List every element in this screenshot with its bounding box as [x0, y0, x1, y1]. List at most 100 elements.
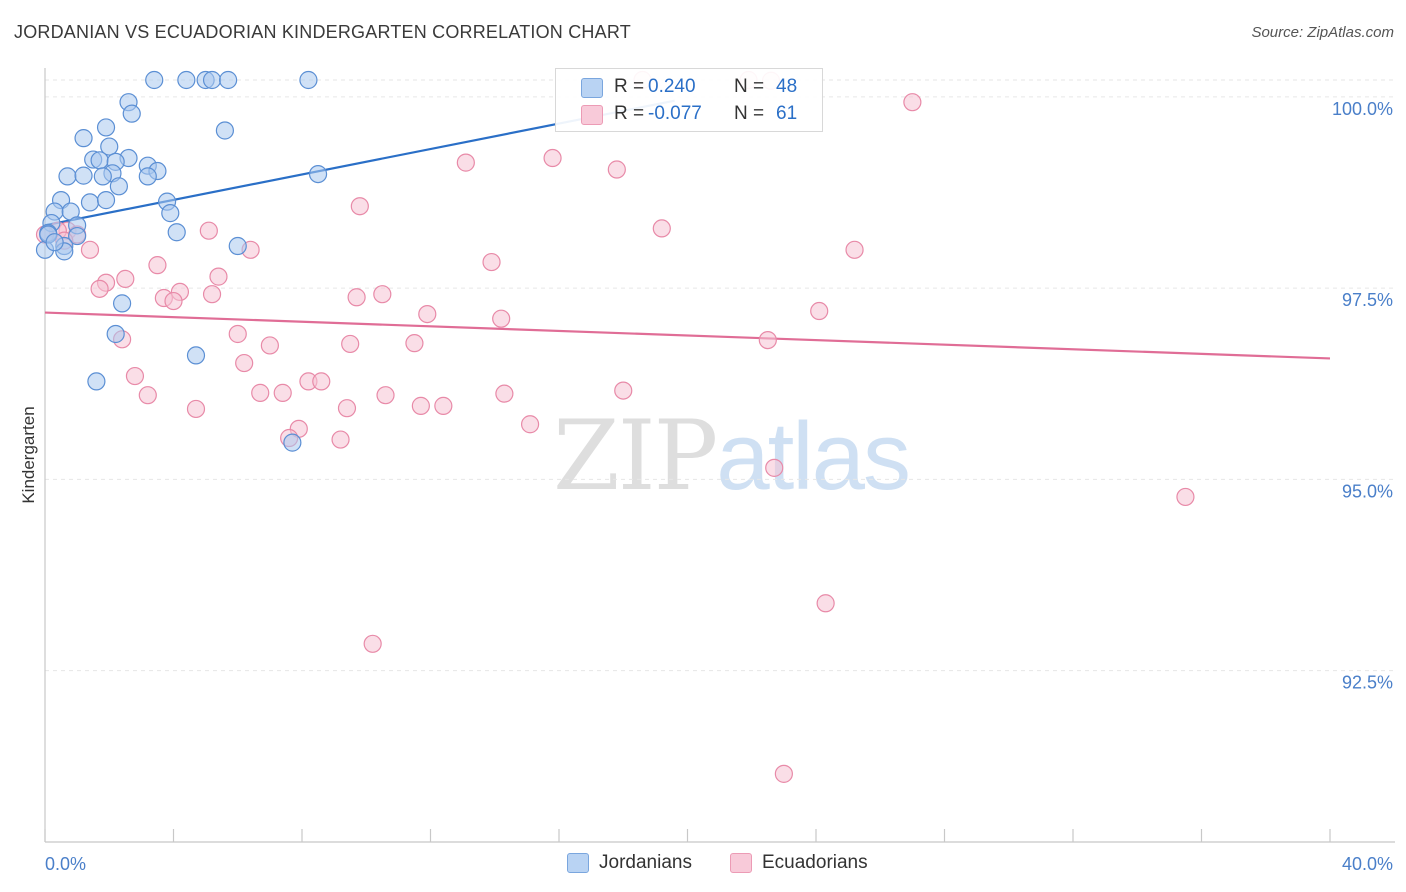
- ecuadorian-point: [810, 301, 829, 321]
- legend-r-label: R =: [614, 103, 645, 124]
- jordanian-point: [90, 151, 109, 170]
- jordanian-point: [145, 70, 164, 90]
- jordanian-point: [138, 167, 157, 186]
- jordanian-point: [100, 137, 119, 156]
- ecuadorian-point: [363, 634, 382, 653]
- ecuadorian-point: [1176, 487, 1195, 507]
- legend-r-label: R =: [614, 76, 645, 97]
- y-tick-label: 95.0%: [1342, 481, 1393, 501]
- ecuadorian-point: [148, 256, 167, 275]
- ecuadorian-point: [199, 221, 218, 240]
- ecuadorian-point: [228, 324, 247, 344]
- ecuadorian-point: [376, 386, 395, 405]
- ecuadorian-point: [331, 430, 350, 449]
- ecuadorian-point: [434, 396, 453, 415]
- bottom-legend-swatch-blue: [567, 853, 589, 873]
- axis-labels: 100.0% 97.5% 95.0% 92.5% 0.0% 40.0% Kindergart…: [19, 99, 1393, 874]
- ecuadorian-point: [312, 372, 331, 391]
- correlation-legend: R = 0.240 N = 48 R = -0.077 N = 61: [555, 68, 823, 132]
- legend-n-value: 48: [776, 76, 798, 97]
- trend-lines: [44, 99, 1331, 360]
- ecuadorian-point: [202, 285, 222, 304]
- x-tick-label-max: 40.0%: [1342, 854, 1393, 874]
- y-tick-label: 100.0%: [1332, 99, 1393, 119]
- ecuadorian-point: [347, 288, 366, 307]
- jordanian-point: [228, 236, 247, 256]
- jordanian-point: [106, 324, 125, 344]
- source-credit: Source: ZipAtlas.com: [1251, 24, 1394, 41]
- ecuadorian-point: [774, 764, 793, 783]
- jordanian-point: [96, 118, 116, 137]
- jordanian-point: [96, 191, 116, 210]
- ecuadorian-point: [418, 304, 437, 324]
- jordanian-point: [122, 104, 141, 123]
- ecuadorian-point: [492, 309, 511, 328]
- ecuadorian-point: [373, 285, 392, 304]
- bottom-legend-label: Ecuadorians: [762, 852, 868, 873]
- jordanian-point: [58, 167, 77, 186]
- jordanian-point: [93, 167, 112, 186]
- ecuadorian-point: [652, 219, 671, 238]
- ecuadorian-point: [337, 399, 357, 418]
- jordanian-point: [112, 294, 132, 313]
- y-tick-label: 97.5%: [1342, 290, 1393, 310]
- legend-n-value: 61: [776, 103, 798, 124]
- jordanian-point: [186, 346, 206, 365]
- ecuadorian-point: [456, 153, 475, 172]
- jordanian-point: [215, 121, 234, 140]
- ecuadorian-point: [350, 197, 369, 216]
- jordanian-point: [299, 70, 318, 90]
- ecuadorian-point: [209, 267, 228, 286]
- ecuadorian-point: [816, 594, 835, 613]
- ecuadorian-trend-line: [44, 311, 1331, 360]
- jordanian-point: [161, 204, 180, 223]
- y-axis-title: Kindergarten: [19, 406, 38, 503]
- ecuadorian-point: [186, 399, 206, 419]
- legend-swatch-blue: [581, 78, 603, 98]
- jordanian-point: [80, 193, 100, 212]
- ecuadorian-point: [260, 336, 279, 355]
- legend-r-value: -0.077: [648, 103, 702, 124]
- ecuadorian-point: [341, 334, 360, 354]
- ecuadorian-point: [405, 334, 424, 353]
- watermark: ZIPatlas: [553, 400, 911, 512]
- ecuadorian-point: [614, 381, 633, 400]
- ecuadorian-point: [495, 384, 514, 403]
- jordanian-point: [45, 233, 64, 252]
- legend-n-label: N =: [734, 103, 765, 124]
- ecuadorian-point: [273, 383, 292, 402]
- axes: [44, 68, 1395, 843]
- ecuadorian-point: [235, 353, 254, 373]
- jordanian-point: [202, 70, 222, 90]
- legend-n-label: N =: [734, 76, 765, 97]
- ecuadorian-point: [903, 93, 922, 112]
- ecuadorian-point: [520, 415, 540, 434]
- data-points: [35, 70, 1195, 783]
- bottom-legend-label: Jordanians: [599, 852, 692, 873]
- legend-r-value: 0.240: [648, 76, 696, 97]
- ecuadorian-point: [482, 252, 501, 272]
- jordanian-point: [283, 433, 302, 452]
- jordanian-point: [167, 223, 186, 242]
- ecuadorian-point: [138, 386, 157, 405]
- ecuadorian-point: [607, 160, 626, 179]
- ecuadorian-point: [845, 240, 864, 259]
- jordanian-point: [74, 166, 93, 185]
- ecuadorian-point: [116, 269, 135, 288]
- bottom-legend-swatch-pink: [730, 853, 752, 873]
- ecuadorian-point: [411, 396, 430, 415]
- ecuadorian-point: [125, 366, 145, 386]
- legend-swatch-pink: [581, 105, 603, 125]
- jordanian-point: [219, 70, 238, 90]
- ecuadorian-point: [758, 331, 777, 350]
- chart-title: JORDANIAN VS ECUADORIAN KINDERGARTEN COR…: [14, 22, 631, 42]
- ecuadorian-point: [90, 279, 109, 298]
- legend-row-jordanians: R = 0.240 N = 48: [556, 74, 822, 100]
- jordanian-point: [109, 177, 128, 196]
- y-tick-label: 92.5%: [1342, 673, 1393, 693]
- ecuadorian-point: [164, 291, 183, 311]
- ecuadorian-point: [765, 458, 784, 477]
- legend-row-ecuadorians: R = -0.077 N = 61: [556, 101, 822, 127]
- jordanian-point: [177, 70, 196, 90]
